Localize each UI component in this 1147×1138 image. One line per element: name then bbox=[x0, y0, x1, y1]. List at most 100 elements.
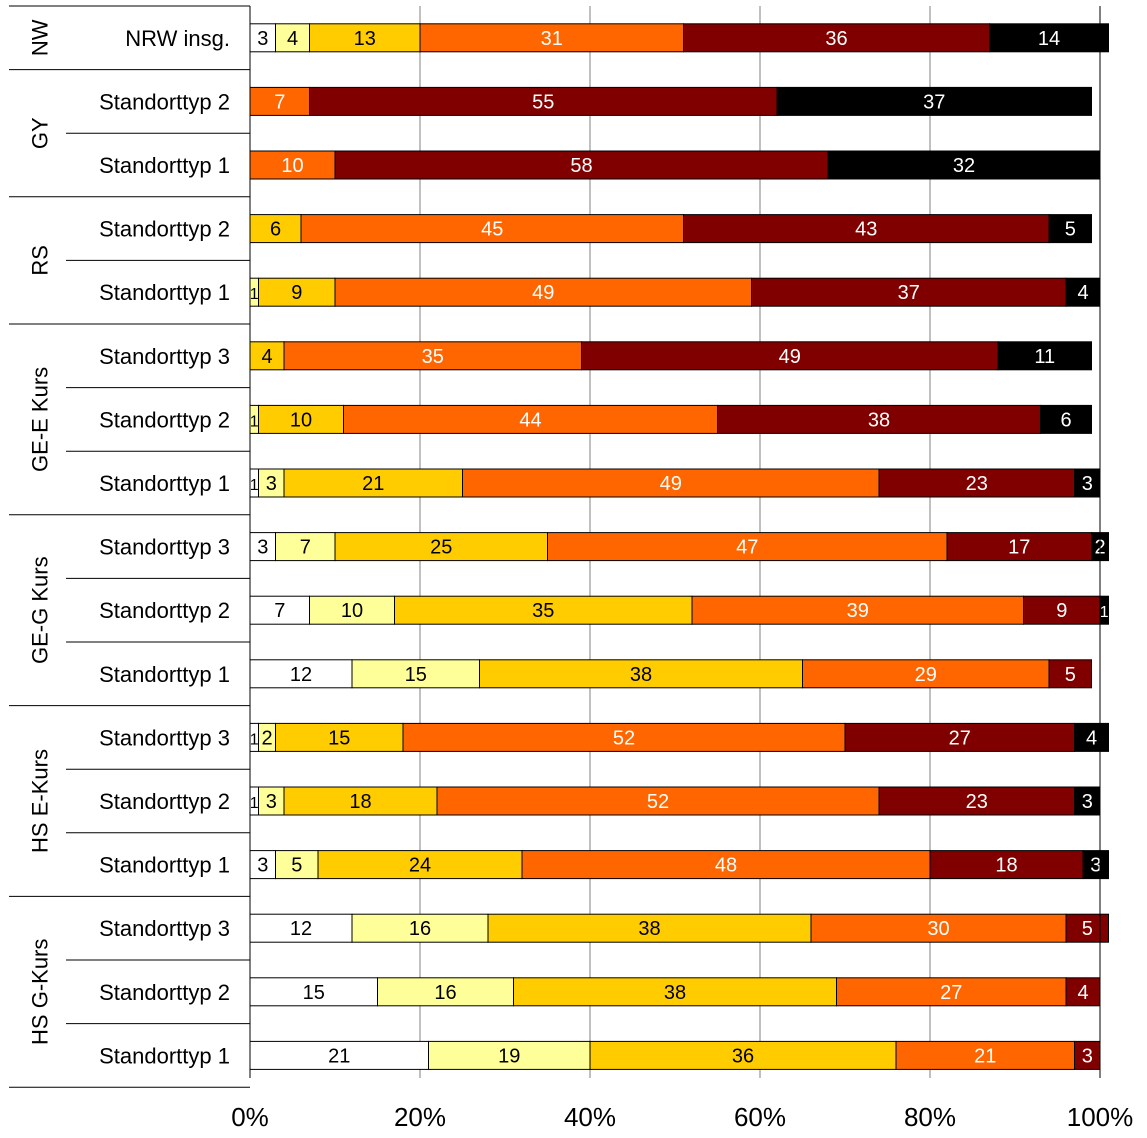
bar-segment bbox=[283, 468, 463, 498]
data-label: 14 bbox=[1038, 28, 1060, 50]
row-label: NRW insg. bbox=[125, 26, 230, 51]
row-label: Standorttyp 1 bbox=[99, 1043, 230, 1068]
data-label: 21 bbox=[362, 473, 384, 495]
data-label: 17 bbox=[1008, 537, 1030, 559]
data-label: 5 bbox=[1065, 664, 1076, 686]
row-label: Standorttyp 2 bbox=[99, 789, 230, 814]
data-label: 5 bbox=[291, 855, 302, 877]
data-label: 9 bbox=[291, 282, 302, 304]
data-label: 23 bbox=[966, 473, 988, 495]
data-label: 11 bbox=[1034, 346, 1055, 368]
bar-segment bbox=[334, 150, 829, 180]
bar-segment bbox=[1065, 913, 1109, 943]
data-label: 39 bbox=[847, 600, 869, 622]
bar-segment bbox=[309, 23, 421, 53]
data-label: 3 bbox=[266, 473, 277, 495]
x-tick-label: 100% bbox=[1067, 1102, 1134, 1132]
data-label: 7 bbox=[274, 600, 285, 622]
bar-segment bbox=[691, 595, 1024, 625]
data-label: 21 bbox=[328, 1045, 350, 1067]
data-label: 4 bbox=[1077, 982, 1088, 1004]
bar-segment bbox=[1065, 277, 1101, 307]
bar-segment bbox=[258, 468, 285, 498]
data-label: 3 bbox=[1082, 791, 1093, 813]
data-label: 32 bbox=[953, 155, 975, 177]
bar-segment bbox=[802, 659, 1050, 689]
group-label: NW bbox=[28, 19, 53, 56]
bar-segment bbox=[283, 341, 582, 371]
row-label: Standorttyp 1 bbox=[99, 153, 230, 178]
bar-segment bbox=[589, 1040, 897, 1070]
data-label: 35 bbox=[532, 600, 554, 622]
bar-segment bbox=[249, 850, 276, 880]
group-label: GY bbox=[28, 117, 53, 149]
data-label: 12 bbox=[290, 918, 312, 940]
data-label: 43 bbox=[855, 219, 877, 241]
group-label: RS bbox=[28, 245, 53, 276]
x-tick-label: 40% bbox=[564, 1102, 616, 1132]
data-label: 3 bbox=[257, 537, 268, 559]
data-label: 31 bbox=[541, 28, 563, 50]
bar-segment bbox=[249, 341, 285, 371]
data-label: 6 bbox=[270, 219, 281, 241]
data-label: 3 bbox=[266, 791, 277, 813]
bar-segment bbox=[776, 86, 1092, 116]
data-label: 18 bbox=[349, 791, 371, 813]
data-label: 4 bbox=[287, 28, 298, 50]
row-label: Standorttyp 2 bbox=[99, 217, 230, 242]
data-label: 6 bbox=[1060, 409, 1071, 431]
bar-segment bbox=[1074, 722, 1109, 752]
bar-segment bbox=[1048, 214, 1092, 244]
data-label: 27 bbox=[940, 982, 962, 1004]
bar-segment bbox=[1023, 595, 1101, 625]
data-label: 12 bbox=[290, 664, 312, 686]
bar-segment bbox=[810, 913, 1067, 943]
data-label: 4 bbox=[261, 346, 272, 368]
bar-segment bbox=[547, 532, 948, 562]
row-label: Standorttyp 1 bbox=[99, 280, 230, 305]
bar-segment bbox=[946, 532, 1092, 562]
bar-segment bbox=[334, 277, 752, 307]
bar-segment bbox=[275, 722, 404, 752]
data-label: 52 bbox=[647, 791, 669, 813]
data-label: 58 bbox=[570, 155, 592, 177]
data-label: 49 bbox=[532, 282, 554, 304]
bar-segment bbox=[394, 595, 693, 625]
x-tick-label: 0% bbox=[231, 1102, 269, 1132]
data-label: 25 bbox=[430, 537, 452, 559]
bar-segment bbox=[351, 913, 489, 943]
x-tick-label: 80% bbox=[904, 1102, 956, 1132]
data-label: 36 bbox=[825, 28, 847, 50]
row-label: Standorttyp 1 bbox=[99, 471, 230, 496]
group-label: HS G-Kurs bbox=[28, 939, 53, 1045]
data-label: 38 bbox=[664, 982, 686, 1004]
bar-segment bbox=[275, 532, 336, 562]
bar-segment bbox=[683, 214, 1050, 244]
group-label: GE-E Kurs bbox=[28, 367, 53, 472]
bar-segment bbox=[343, 404, 718, 434]
bar-segment bbox=[258, 277, 336, 307]
bar-segment bbox=[258, 786, 285, 816]
group-label: HS E-Kurs bbox=[28, 749, 53, 853]
data-label: 1 bbox=[250, 413, 259, 430]
row-label: Standorttyp 3 bbox=[99, 916, 230, 941]
data-label: 3 bbox=[257, 855, 268, 877]
data-label: 1 bbox=[250, 477, 259, 494]
data-label: 5 bbox=[1082, 918, 1093, 940]
data-label: 36 bbox=[732, 1045, 754, 1067]
data-label: 3 bbox=[1082, 1045, 1093, 1067]
row-label: Standorttyp 2 bbox=[99, 89, 230, 114]
bar-segment bbox=[1074, 468, 1101, 498]
data-label: 38 bbox=[630, 664, 652, 686]
bar-segment bbox=[878, 786, 1075, 816]
bar-segment bbox=[1082, 850, 1109, 880]
data-label: 29 bbox=[915, 664, 937, 686]
bar-segment bbox=[836, 977, 1067, 1007]
row-label: Standorttyp 1 bbox=[99, 853, 230, 878]
data-label: 27 bbox=[949, 727, 971, 749]
bar-segment bbox=[929, 850, 1084, 880]
data-label: 30 bbox=[927, 918, 949, 940]
bar-segment bbox=[351, 659, 480, 689]
data-label: 1 bbox=[250, 286, 259, 303]
x-tick-label: 60% bbox=[734, 1102, 786, 1132]
